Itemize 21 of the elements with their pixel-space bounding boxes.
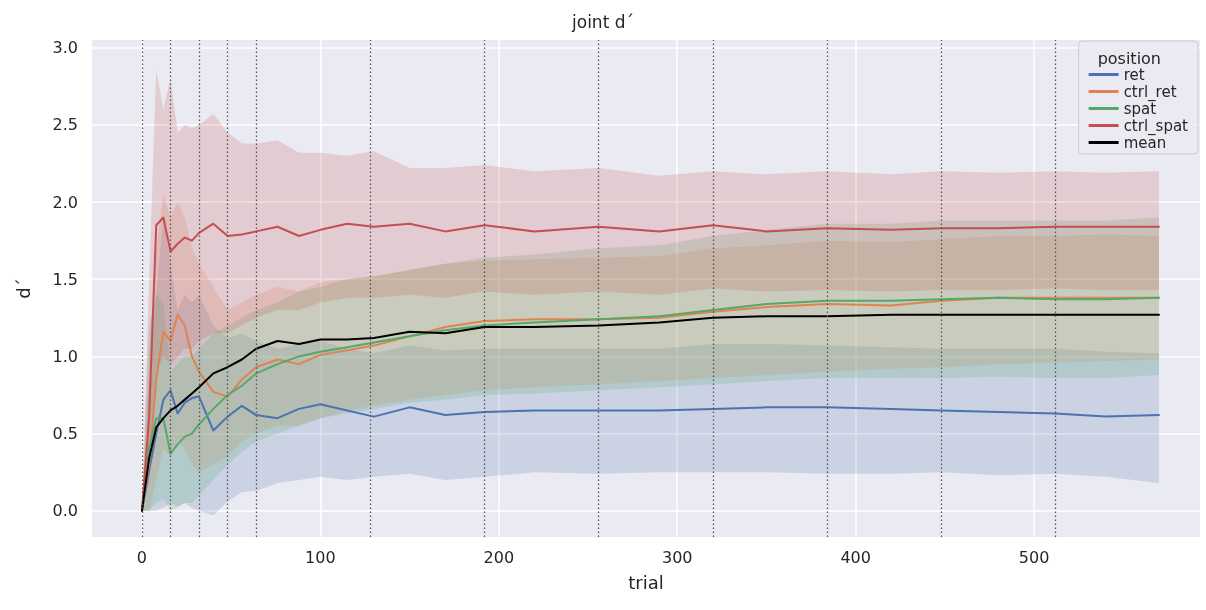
y-tick-label: 2.0 xyxy=(52,192,78,212)
legend-title: position xyxy=(1097,48,1161,68)
y-tick-label: 0.5 xyxy=(52,424,78,444)
y-tick-label: 0.0 xyxy=(52,501,78,521)
x-tick-label: 400 xyxy=(840,547,871,567)
y-tick-label: 2.5 xyxy=(52,115,78,135)
x-tick-label: 300 xyxy=(661,547,693,567)
legend-label: ctrl_ret xyxy=(1123,82,1177,102)
y-tick-label: 3.0 xyxy=(52,38,78,58)
legend-label: spat xyxy=(1123,99,1157,118)
x-axis-title: trial xyxy=(628,571,664,593)
chart-title: joint d´ xyxy=(571,11,634,32)
x-tick-label: 200 xyxy=(483,547,515,567)
legend-label: ret xyxy=(1123,65,1145,84)
x-tick-label: 500 xyxy=(1018,547,1050,567)
x-tick-label: 100 xyxy=(305,547,336,567)
y-tick-label: 1.5 xyxy=(52,269,78,289)
y-tick-label: 1.0 xyxy=(52,346,78,366)
y-axis-title: d´ xyxy=(12,278,34,299)
x-tick-label: 0 xyxy=(136,547,148,567)
legend-label: ctrl_spat xyxy=(1123,116,1189,136)
